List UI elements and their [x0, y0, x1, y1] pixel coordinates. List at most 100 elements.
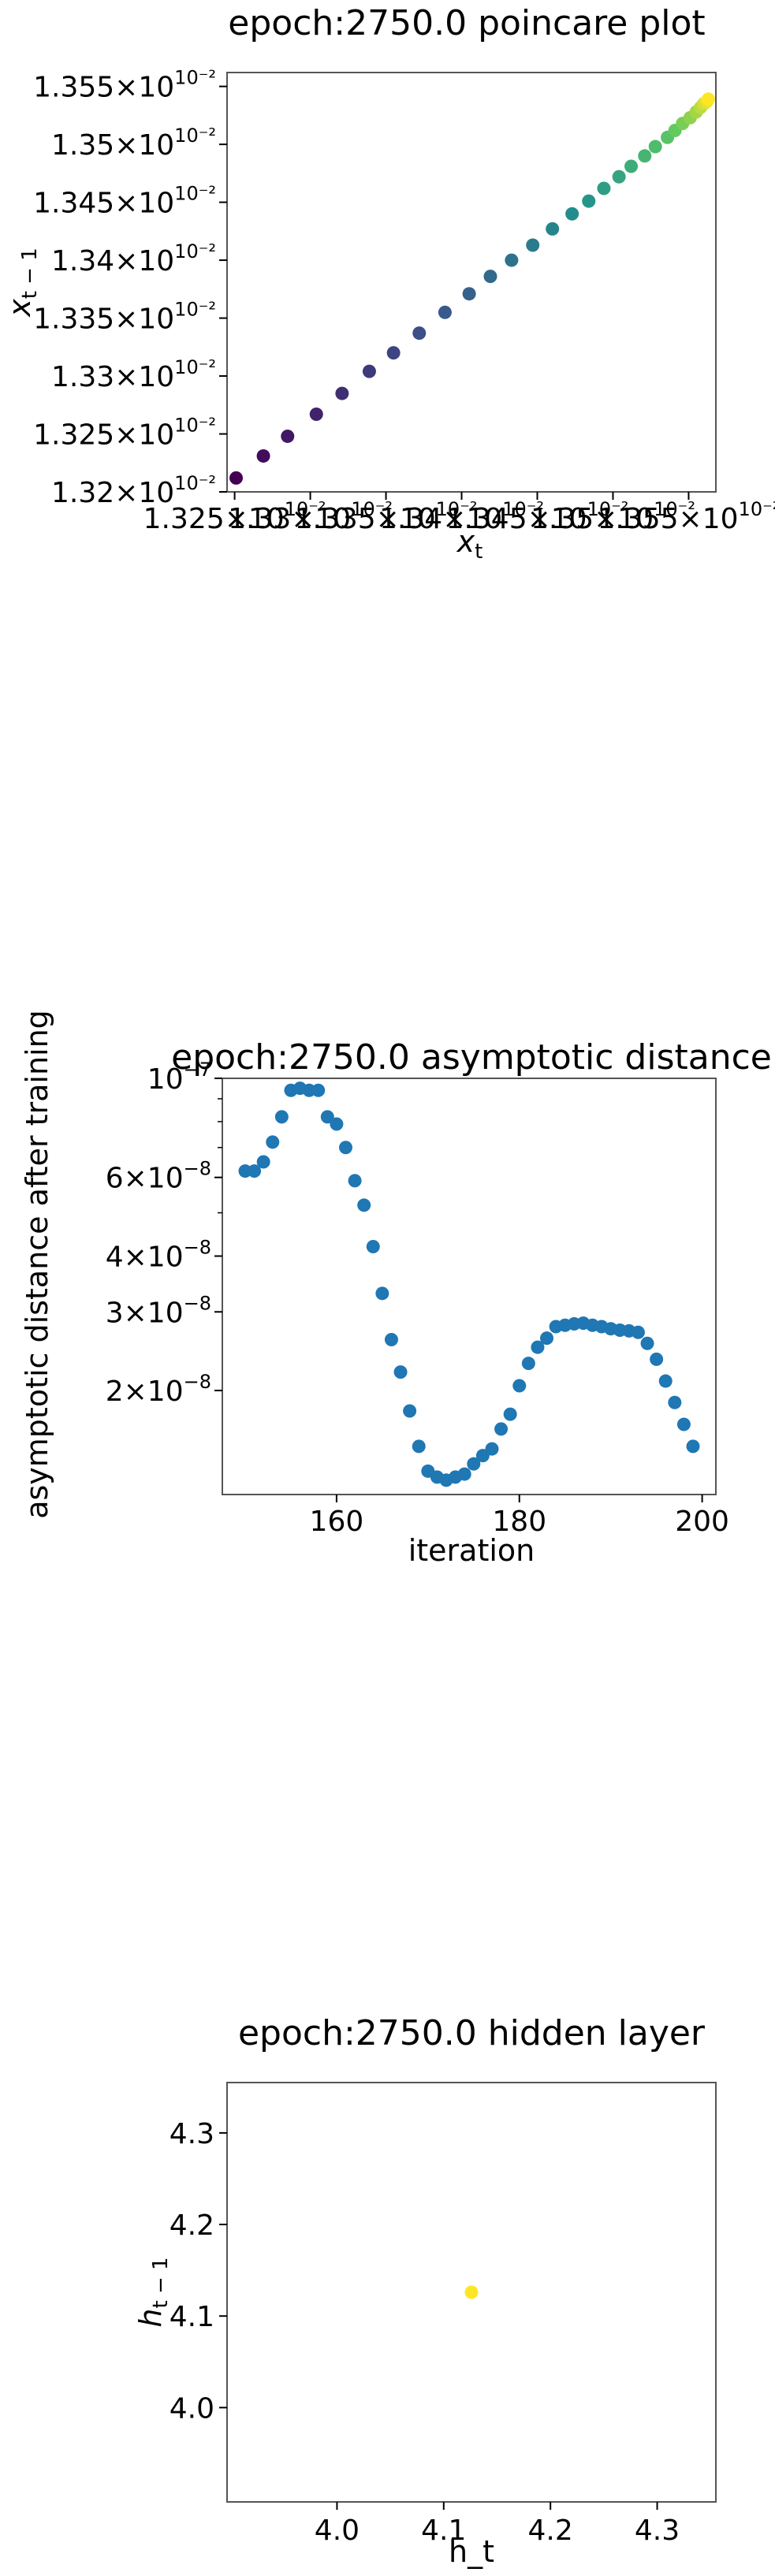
data-point: [464, 2285, 479, 2299]
hidden-layer-ticks: 4.0 4.1 4.2 4.3 4.0 4.1 4.2 4.3: [170, 2118, 680, 2547]
xtick-label: 1.325×1010⁻²: [143, 498, 326, 535]
data-point: [638, 149, 652, 163]
hidden-layer-points: [464, 2285, 479, 2299]
data-point: [631, 1325, 645, 1339]
data-point: [565, 207, 579, 221]
xtick-label: 1.355×1010⁻²: [598, 498, 775, 535]
data-point: [274, 1110, 289, 1124]
hidden-layer-title: epoch:2750.0 hidden layer: [238, 2013, 706, 2053]
data-point: [403, 1404, 417, 1418]
data-point: [597, 181, 611, 195]
data-point: [366, 1239, 380, 1253]
data-point: [362, 364, 376, 378]
data-point: [393, 1365, 408, 1379]
data-point: [248, 1164, 262, 1178]
data-point: [531, 1340, 545, 1354]
data-point: [348, 1174, 362, 1188]
data-point: [668, 1395, 682, 1409]
data-point: [309, 408, 323, 422]
poincare-plot-title: epoch:2750.0 poincare plot: [228, 3, 705, 43]
xtick-label: 4.1: [421, 2515, 466, 2547]
data-point: [494, 1422, 509, 1436]
ytick-label: 1.34×1010⁻²: [51, 240, 216, 277]
data-point: [521, 1357, 535, 1371]
poincare-plot-frame: [226, 72, 717, 493]
asymptotic-distance-ylabel: asymptotic distance after training: [20, 1010, 54, 1519]
data-point: [612, 169, 626, 184]
ytick-label: 4.0: [170, 2392, 214, 2425]
ytick-label: 1.35×1010⁻²: [51, 125, 216, 162]
poincare-plot-ylabel: xt − 1: [2, 248, 42, 318]
data-point: [386, 346, 401, 360]
ytick-label: 3×10−8: [106, 1292, 211, 1329]
data-point: [686, 1439, 700, 1454]
data-point: [412, 1439, 426, 1454]
data-point: [256, 1155, 270, 1169]
ytick-label: 6×10−8: [106, 1158, 211, 1195]
poincare-plot-ticks: 1.32×1010⁻²1.325×1010⁻²1.33×1010⁻²1.335×…: [33, 67, 775, 535]
xtick-label: 4.0: [315, 2515, 360, 2547]
data-point: [650, 1352, 664, 1366]
ytick-label: 1.325×1010⁻²: [33, 415, 216, 452]
ytick-label: 1.32×1010⁻²: [51, 472, 216, 509]
xtick-label: 160: [310, 1506, 364, 1538]
data-point: [281, 429, 295, 443]
poincare-plot-chart: epoch:2750.0 poincare plot 1.32×1010⁻²1.…: [2, 3, 775, 564]
data-point: [582, 194, 596, 208]
asymptotic-distance-title: epoch:2750.0 asymptotic distance: [171, 1037, 772, 1078]
data-point: [357, 1198, 371, 1212]
data-point: [438, 305, 452, 319]
poincare-plot-xlabel: xt: [456, 524, 483, 564]
data-point: [658, 1374, 673, 1388]
data-point: [512, 1379, 527, 1393]
ytick-label: 4.1: [170, 2301, 214, 2333]
data-point: [640, 1336, 654, 1350]
xtick-label: 200: [675, 1506, 729, 1538]
ytick-label: 1.335×1010⁻²: [33, 299, 216, 336]
ytick-label: 1.355×1010⁻²: [33, 67, 216, 104]
data-point: [483, 270, 497, 284]
data-point: [330, 1117, 344, 1131]
asymptotic-distance-points: [238, 1081, 700, 1487]
xtick-label: 1.33×1010⁻²: [228, 498, 393, 535]
asymptotic-distance-frame: [222, 1078, 717, 1495]
ytick-label: 1.33×1010⁻²: [51, 356, 216, 393]
data-point: [648, 140, 662, 154]
xtick-label: 1.35×1010⁻²: [531, 498, 695, 535]
data-point: [311, 1083, 326, 1097]
data-point: [546, 221, 560, 236]
data-point: [503, 1407, 517, 1421]
xtick-label: 1.34×1010⁻²: [379, 498, 544, 535]
xtick-label: 1.345×1010⁻²: [446, 498, 629, 535]
ytick-label: 4.3: [170, 2118, 214, 2150]
data-point: [375, 1286, 389, 1301]
hidden-layer-chart: epoch:2750.0 hidden layer 4.0 4.1 4.2 4.3 4.…: [133, 2013, 717, 2569]
xtick-label: 180: [492, 1506, 546, 1538]
data-point: [485, 1442, 499, 1456]
xtick-label: 1.335×1010⁻²: [295, 498, 478, 535]
data-point: [467, 1457, 481, 1471]
hidden-layer-ylabel: ht − 1: [133, 2257, 173, 2327]
data-point: [624, 159, 639, 173]
data-point: [462, 287, 476, 301]
data-point: [320, 1110, 334, 1124]
hidden-layer-xlabel: h_t: [449, 2534, 494, 2569]
poincare-plot-points: [229, 92, 715, 485]
ytick-label: 1.345×1010⁻²: [33, 183, 216, 220]
asymptotic-distance-ticks: 2×10−8 3×10−8 4×10−8 6×10−8 10−7 160 180 200: [106, 1059, 729, 1538]
hidden-layer-frame: [226, 2082, 717, 2503]
data-point: [335, 386, 349, 400]
asymptotic-distance-xlabel: iteration: [408, 1533, 535, 1568]
xtick-label: 4.2: [528, 2515, 573, 2547]
ytick-label: 4.2: [170, 2209, 214, 2242]
data-point: [676, 1417, 691, 1431]
data-point: [256, 449, 270, 463]
data-point: [540, 1331, 554, 1346]
data-point: [339, 1141, 352, 1155]
data-point: [412, 326, 427, 341]
ytick-label: 4×10−8: [106, 1236, 211, 1273]
data-point: [266, 1135, 280, 1149]
data-point: [526, 238, 540, 252]
asymptotic-distance-chart: epoch:2750.0 asymptotic distance 2×10−8 3…: [20, 1010, 772, 1568]
